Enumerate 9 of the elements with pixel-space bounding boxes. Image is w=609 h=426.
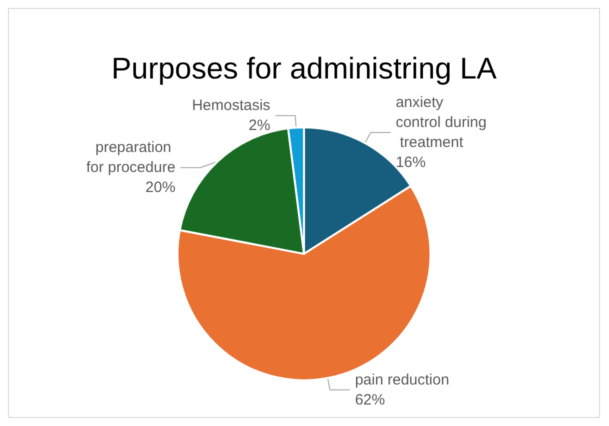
slice-label: Hemostasis — [192, 97, 270, 114]
data-label: 62% — [354, 391, 385, 408]
slice-label: anxiety control during treatment — [396, 94, 487, 151]
data-label: 2% — [248, 117, 270, 134]
data-label: 20% — [145, 179, 176, 196]
slice-label: preparation for procedure — [86, 139, 176, 176]
data-label: 16% — [396, 154, 426, 171]
chart-title: Purposes for administring LA — [111, 52, 497, 86]
slice-label: pain reduction — [354, 371, 450, 388]
